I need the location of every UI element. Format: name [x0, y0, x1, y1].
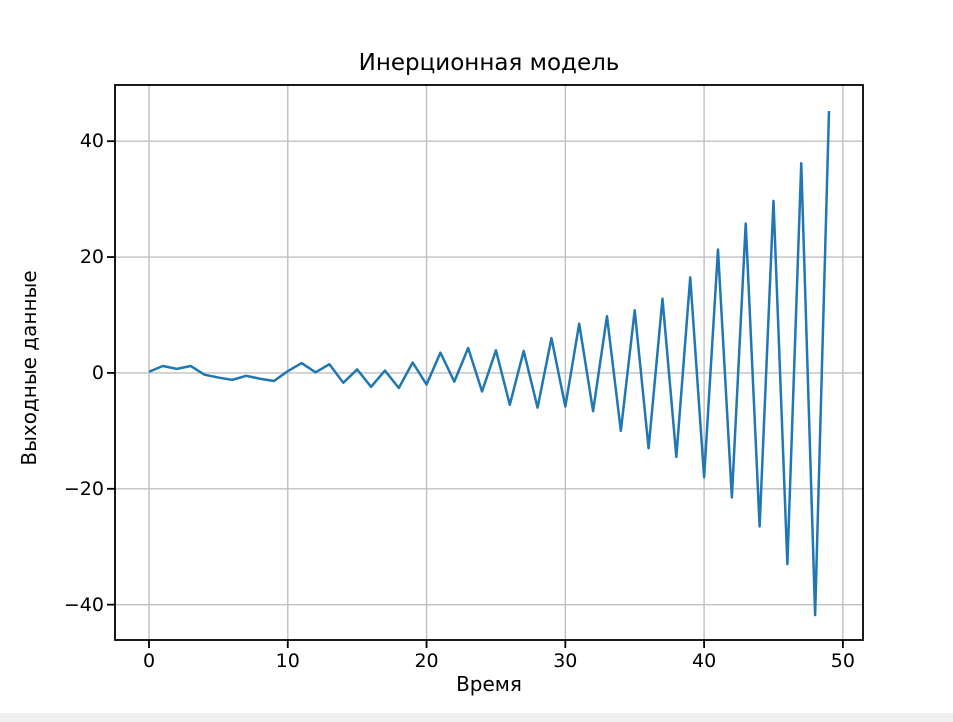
x-tick-label: 40	[692, 650, 717, 672]
data-line	[148, 111, 831, 617]
y-tick-label: 40	[79, 130, 104, 153]
x-axis-label: Время	[456, 672, 522, 696]
y-tick-label: 20	[79, 246, 104, 269]
y-tick-label: −40	[63, 593, 104, 616]
y-tick-label: −20	[63, 477, 104, 500]
plot-area	[107, 84, 864, 648]
x-tick-label: 10	[275, 650, 300, 672]
x-tick-label: 20	[414, 650, 439, 672]
axes-frame	[114, 84, 864, 641]
y-tick-label: 0	[91, 361, 104, 384]
chart-title: Инерционная модель	[358, 50, 620, 76]
x-tick-label: 50	[830, 650, 855, 672]
x-tick-label: 0	[142, 650, 156, 672]
taskbar-strip	[0, 713, 953, 722]
x-tick-label: 30	[553, 650, 578, 672]
